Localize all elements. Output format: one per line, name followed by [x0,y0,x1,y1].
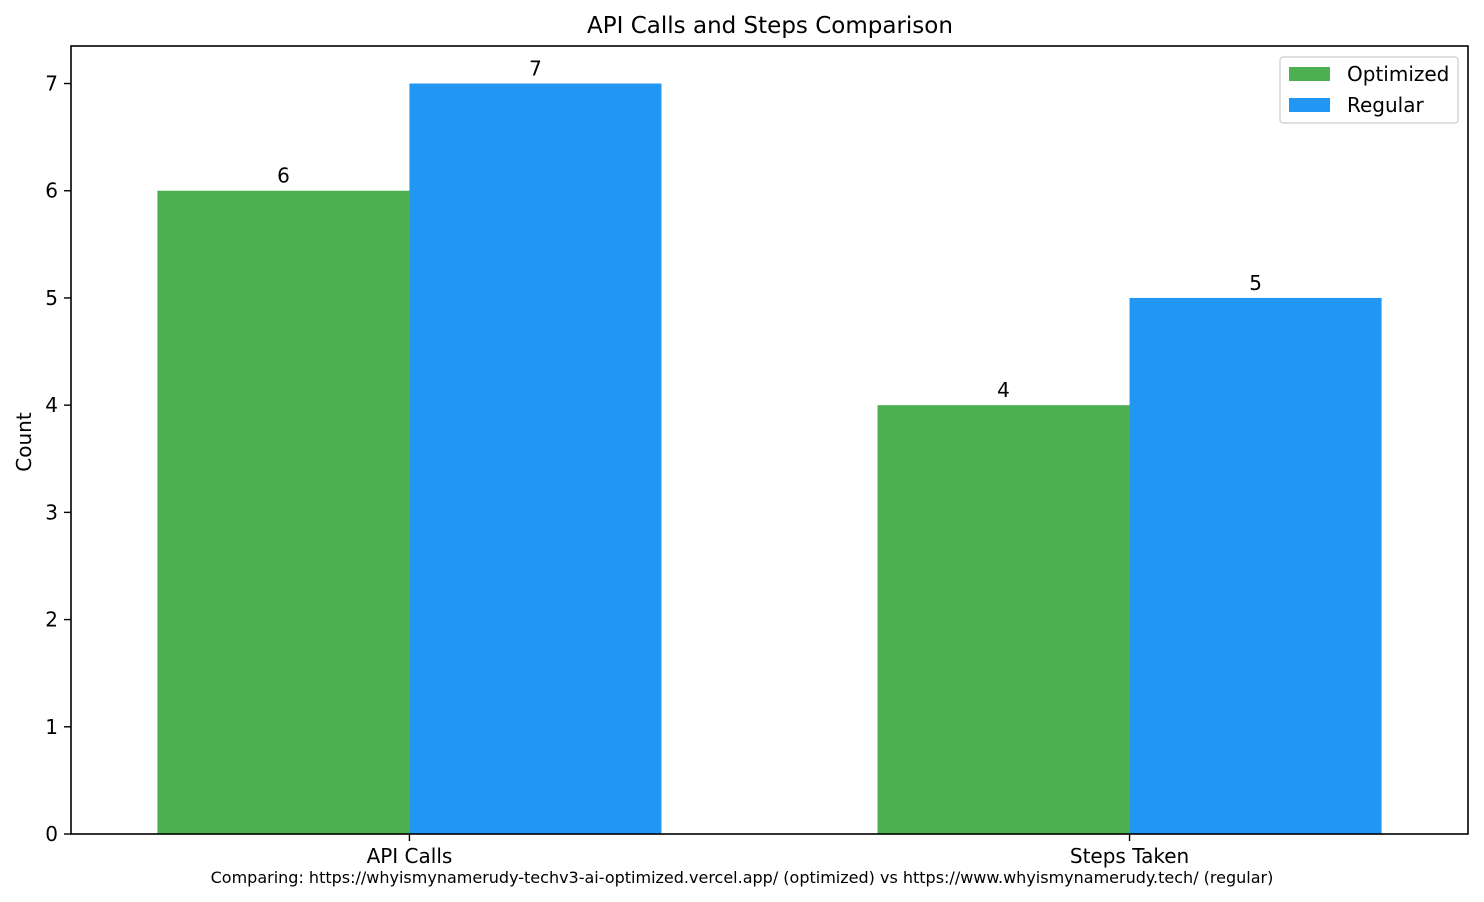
legend-swatch-optimized [1289,67,1330,81]
chart-title: API Calls and Steps Comparison [587,13,953,39]
bar-optimized-0 [157,190,410,835]
legend: Optimized Regular [1279,56,1459,124]
y-axis-label: Count [12,412,36,472]
y-tick-label: 3 [45,500,58,524]
bar-value-label: 7 [529,57,542,81]
plot-area-frame [70,45,1469,835]
legend-label-regular: Regular [1347,93,1424,117]
y-tick-label: 0 [45,822,58,846]
y-tick-label: 4 [45,393,58,417]
y-tick-label: 5 [45,286,58,310]
legend-label-optimized: Optimized [1347,62,1449,86]
bars-group [157,83,1382,835]
legend-swatch-regular [1289,98,1330,112]
x-tick-label: API Calls [367,844,453,868]
y-tick-label: 6 [45,179,58,203]
y-tick-label: 1 [45,715,58,739]
y-tick-label: 2 [45,608,58,632]
y-axis-ticks: 0 1 2 3 4 5 6 7 [45,72,71,846]
bar-regular-1 [1129,297,1382,835]
bar-value-label: 6 [277,164,290,188]
bar-regular-0 [409,83,662,835]
y-tick-label: 7 [45,72,58,96]
x-tick-label: Steps Taken [1070,844,1189,868]
footnote: Comparing: https://whyismynamerudy-techv… [211,868,1274,887]
bar-optimized-1 [877,405,1130,834]
bar-value-label: 5 [1249,271,1262,295]
bar-value-label: 4 [997,378,1010,402]
bar-value-labels: 6 4 7 5 [277,57,1262,403]
x-axis-ticks: API Calls Steps Taken [367,834,1189,868]
